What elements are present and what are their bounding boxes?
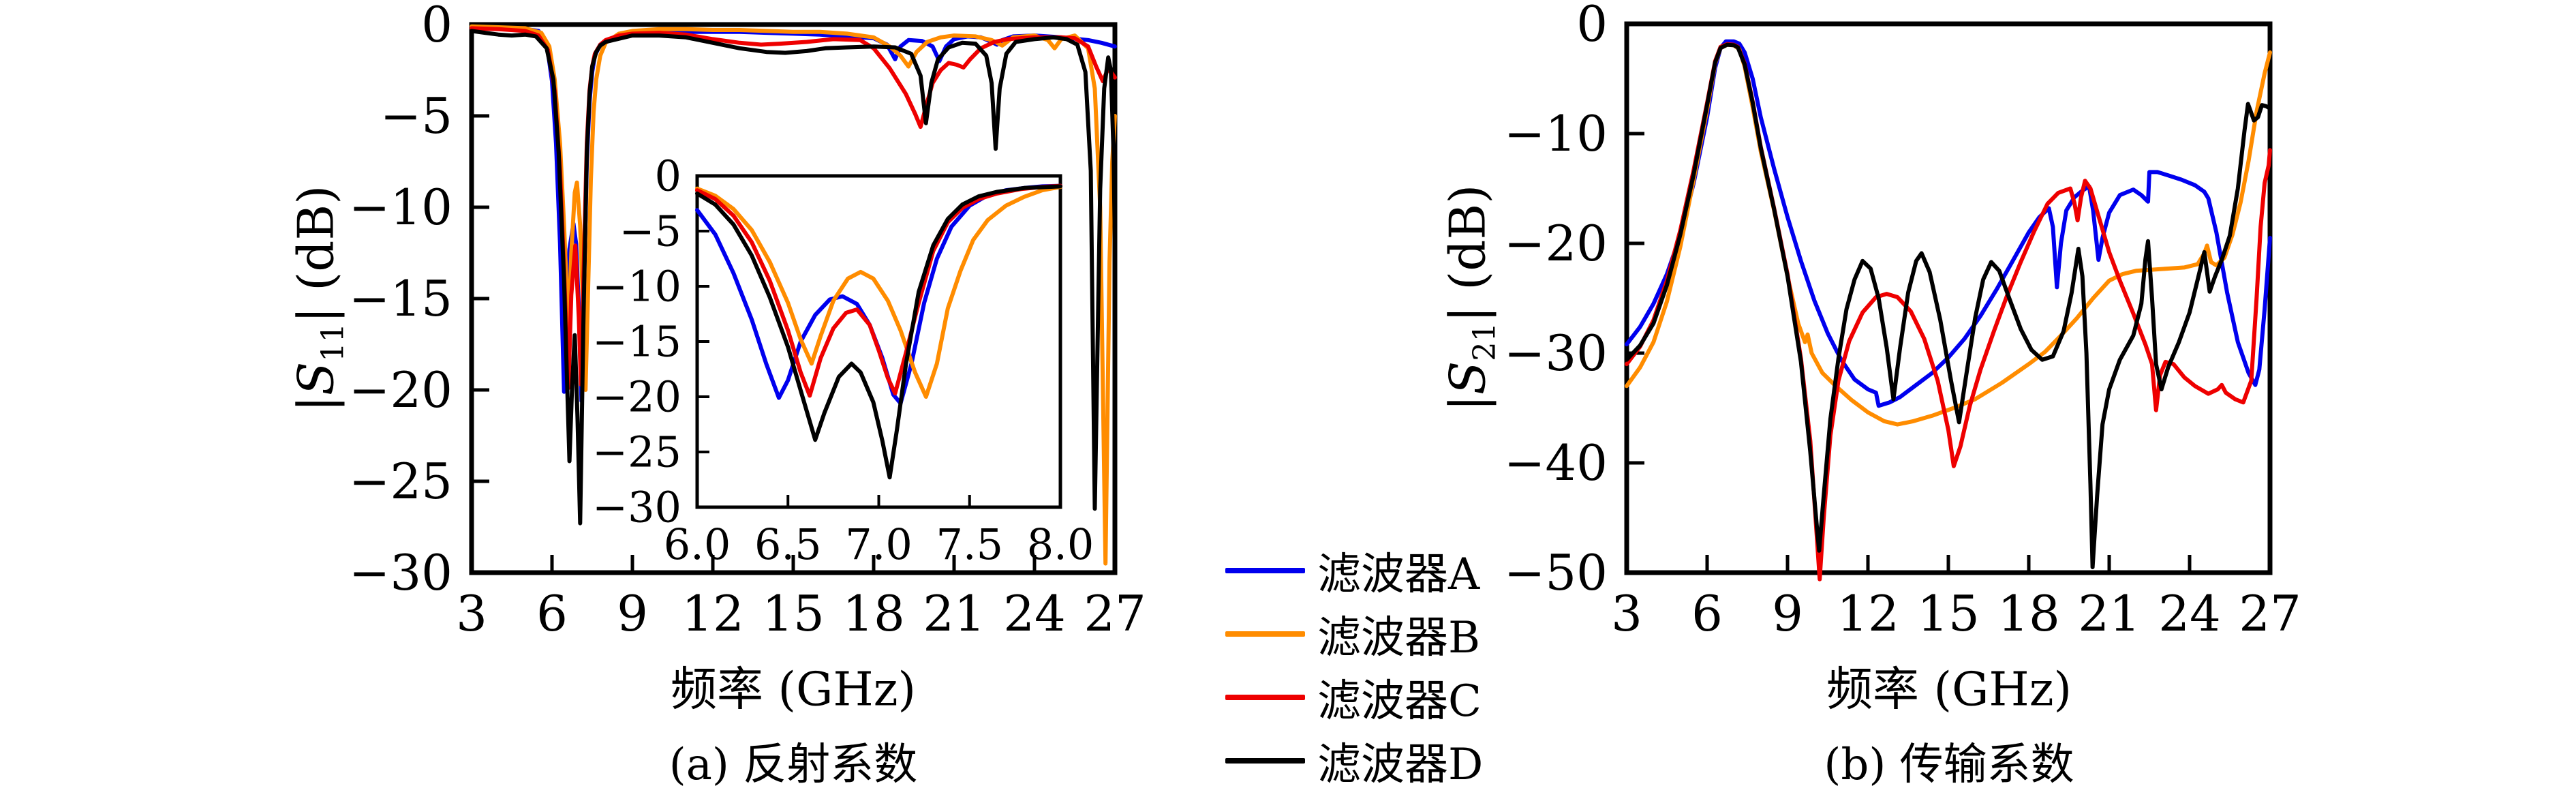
series-滤波器C [470,26,1117,391]
legend-label: 滤波器B [1317,612,1481,663]
series-滤波器D [470,29,1117,526]
legend-item-3: 滤波器D [1225,729,1483,792]
x-tick-label: 18 [1997,585,2060,642]
x-tick-label: 27 [1084,585,1146,642]
y-tick-label: −30 [1504,324,1608,382]
plot-border [1624,21,2273,575]
legend-label: 滤波器C [1317,676,1482,727]
x-tick-label: 6 [1691,585,1723,642]
x-tick-label: 12 [681,585,744,642]
series-滤波器C [1625,42,2272,581]
left-x-axis-title: 频率 (GHz) [670,663,917,717]
y-tick-label: −15 [349,270,453,327]
x-tick-label: 7.5 [936,519,1003,569]
legend-line-sample [1225,567,1305,573]
x-tick-label: 12 [1837,585,1899,642]
series-滤波器A [695,183,1062,406]
x-tick-label: 3 [456,585,487,642]
legend-item-0: 滤波器A [1225,539,1483,602]
y-tick-label: −40 [1504,434,1608,492]
y-tick-label: 0 [655,151,681,201]
left-y-axis-title: |S11| (dB) [287,185,351,412]
series-滤波器A [1625,39,2272,408]
y-tick-label: −10 [349,179,453,236]
y-tick-label: −20 [592,372,681,422]
y-tick-label: −50 [1504,544,1608,601]
series-滤波器D [1625,42,2272,569]
series-滤波器B [695,185,1062,399]
left-caption: (a) 反射系数 [669,740,918,790]
series-滤波器D [695,184,1062,480]
legend-item-1: 滤波器B [1225,602,1483,665]
y-tick-label: −30 [592,483,681,532]
legend-label: 滤波器A [1317,549,1480,600]
chart-s21-main: 3 6 9 12 15 18 21 24 27 0 −10 −20 −30 −40 −50 [1504,0,2301,642]
legend-line-sample [1225,757,1305,764]
legend-label: 滤波器D [1317,739,1484,790]
y-tick-label: −20 [349,361,453,419]
y-tick-label: −15 [592,317,681,367]
x-tick-label: 9 [617,585,648,642]
right-y-axis-title: |S21| (dB) [1439,184,1503,412]
chart-s11-main: 3 6 9 12 15 18 21 24 270−5−10−15−20−25−30 [349,0,1146,642]
y-tick-label: 0 [1576,0,1608,52]
x-tick-label: 6 [536,585,568,642]
x-tick-label: 6.0 [664,519,731,569]
legend-line-sample [1225,694,1305,700]
x-tick-label: 18 [842,585,905,642]
x-tick-label: 9 [1772,585,1803,642]
y-tick-label: −20 [1504,215,1608,272]
y-tick-label: 0 [421,0,453,53]
plot-border [695,174,1062,509]
x-tick-label: 3 [1611,585,1642,642]
x-tick-label: 21 [2078,585,2141,642]
legend: 滤波器A 滤波器B 滤波器C 滤波器D [1225,539,1483,792]
right-caption: (b) 传输系数 [1824,740,2074,790]
y-tick-label: −10 [592,262,681,312]
x-tick-label: 8.0 [1027,519,1094,569]
series-滤波器B [470,24,1117,566]
x-tick-label: 15 [1917,585,1980,642]
legend-item-2: 滤波器C [1225,665,1483,729]
x-tick-label: 21 [923,585,985,642]
y-tick-label: −5 [619,207,681,256]
y-tick-label: −10 [1504,105,1608,162]
y-tick-label: −25 [349,453,453,510]
x-tick-label: 15 [762,585,825,642]
x-tick-label: 27 [2239,585,2301,642]
y-tick-label: −25 [592,427,681,477]
right-x-axis-title: 频率 (GHz) [1826,663,2072,717]
x-tick-label: 24 [2158,585,2221,642]
y-tick-label: −5 [380,87,453,145]
x-tick-label: 6.5 [754,519,822,569]
series-滤波器C [695,183,1062,398]
y-tick-label: −30 [349,544,453,601]
x-tick-label: 7.0 [845,519,913,569]
legend-line-sample [1225,631,1305,637]
x-tick-label: 24 [1003,585,1066,642]
chart-s11-inset: 6.0 6.5 7.0 7.5 8.0 0 −5 −10−15−20−25 −30 [592,151,1094,569]
